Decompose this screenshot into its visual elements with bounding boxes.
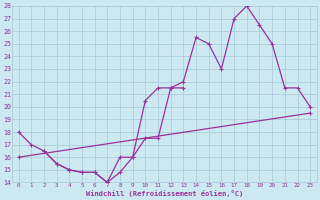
X-axis label: Windchill (Refroidissement éolien,°C): Windchill (Refroidissement éolien,°C): [86, 190, 243, 197]
